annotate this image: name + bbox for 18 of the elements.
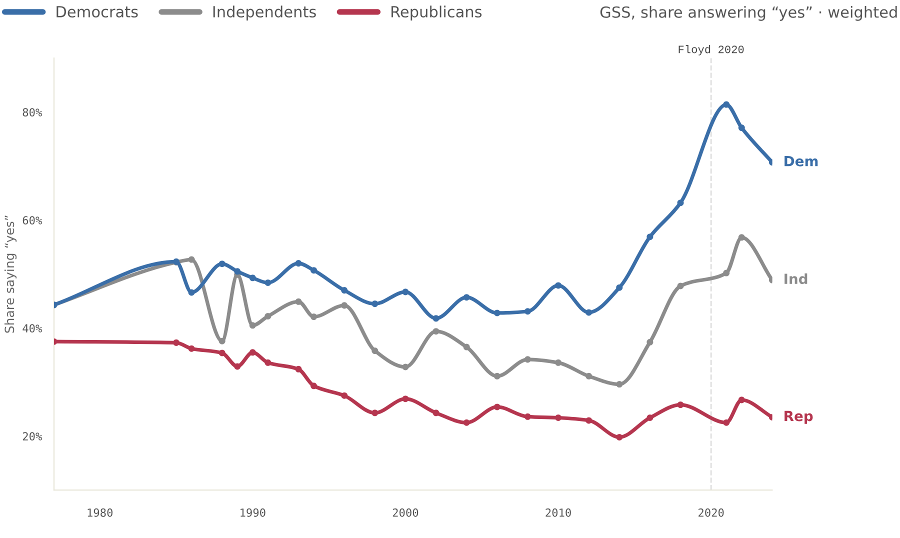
y-tick-label: 60% [22,216,42,225]
y-tick-label: 40% [22,324,42,333]
ref-line-label: Floyd 2020 [678,45,744,56]
legend-label: Independents [213,6,316,20]
x-tick-label: 2010 [546,508,571,517]
legend-label: Republicans [392,6,482,20]
x-tick-label: 2000 [392,508,418,517]
chart-subtitle: GSS, share answering “yes” · weighted [600,6,897,21]
x-tick-label: 2020 [698,508,724,517]
text: Rep [784,410,813,424]
text: Dem [784,156,818,166]
legend-label: Democrats [56,6,138,18]
y-axis-title: Share saying “yes” [4,216,17,333]
text: Ind [784,273,808,284]
x-tick-label: 1990 [240,508,266,517]
y-tick-label: 20% [22,432,42,441]
y-tick-label: 80% [22,108,42,117]
x-tick-label: 1980 [88,508,112,517]
